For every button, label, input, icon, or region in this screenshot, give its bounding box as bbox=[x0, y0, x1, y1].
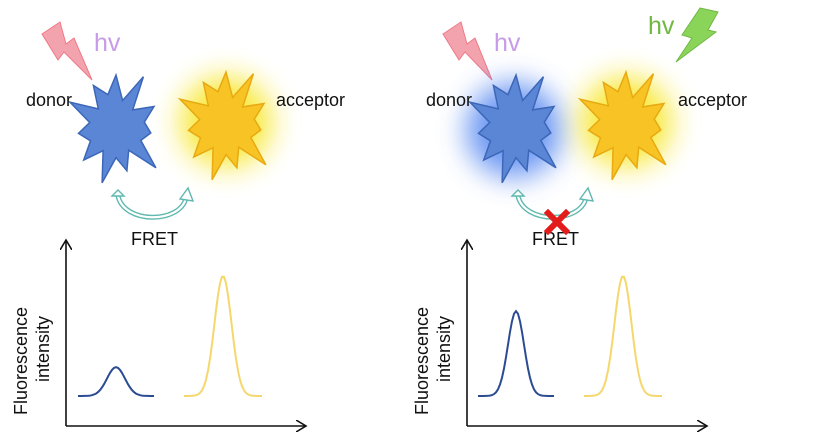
hv-label-green: hv bbox=[648, 12, 675, 40]
acceptor-label: acceptor bbox=[276, 90, 345, 110]
excitation-bolt-icon bbox=[442, 21, 493, 81]
panel-right: hv hv donor acceptor FRET Fluorescenc bbox=[412, 7, 747, 426]
panel-left: hv donor acceptor FRET Fluorescence inte… bbox=[11, 21, 345, 426]
fret-blocked-cross-icon bbox=[543, 208, 571, 236]
y-axis-label-line2: intensity bbox=[33, 316, 53, 382]
spectrum-chart: Fluorescence intensity bbox=[11, 240, 306, 426]
y-axis-label-line2: intensity bbox=[434, 316, 454, 382]
acceptor-label: acceptor bbox=[678, 90, 747, 110]
donor-label: donor bbox=[26, 90, 72, 110]
fret-arrow-icon bbox=[510, 186, 595, 220]
hv-label: hv bbox=[94, 29, 121, 57]
y-axis-label-line1: Fluorescence bbox=[11, 307, 31, 415]
fret-label: FRET bbox=[532, 229, 579, 249]
donor-emission-curve bbox=[78, 366, 154, 397]
donor-molecule-icon bbox=[467, 72, 557, 184]
fret-label: FRET bbox=[131, 229, 178, 249]
acceptor-emission-curve bbox=[584, 275, 662, 397]
fret-arrow-icon bbox=[110, 186, 195, 220]
hv-label: hv bbox=[494, 29, 521, 57]
donor-emission-curve bbox=[478, 309, 554, 397]
y-axis-label-line1: Fluorescence bbox=[412, 307, 432, 415]
acceptor-molecule-icon bbox=[177, 69, 267, 181]
acceptor-molecule-icon bbox=[577, 69, 667, 181]
spectrum-chart: Fluorescence intensity bbox=[412, 240, 707, 426]
donor-molecule-icon bbox=[67, 72, 157, 184]
donor-label: donor bbox=[426, 90, 472, 110]
excitation-bolt-icon bbox=[41, 21, 93, 81]
acceptor-emission-bolt-icon bbox=[675, 7, 719, 63]
acceptor-emission-curve bbox=[184, 275, 262, 397]
